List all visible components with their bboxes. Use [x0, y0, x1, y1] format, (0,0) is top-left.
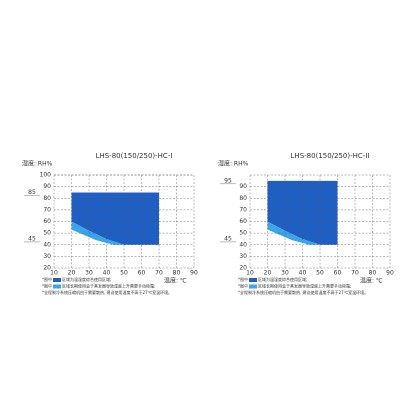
y-tick-label: 80: [43, 195, 51, 202]
y-tick-label: 30: [239, 253, 247, 260]
x-tick-label: 80: [369, 270, 377, 277]
note-swatch: [53, 284, 61, 289]
note-swatch: [53, 278, 61, 282]
note-text: *全程制冷系统压缩机由于需要散热, 建议使用温度不高于27℃室温环境。: [238, 289, 368, 295]
region: [71, 192, 159, 245]
x-tick-label: 20: [68, 270, 76, 277]
note-swatch: [249, 284, 257, 289]
x-tick-label: 90: [190, 270, 198, 277]
y-tick-label: 90: [239, 183, 247, 190]
x-tick-label: 30: [281, 270, 289, 277]
y-tick-label: 40: [239, 241, 247, 248]
x-tick-label: 90: [386, 270, 394, 277]
note-prefix: *图中: [42, 276, 52, 282]
note-prefix: *图中: [238, 276, 248, 282]
x-tick-label: 40: [103, 270, 111, 277]
x-tick-label: 10: [246, 270, 254, 277]
x-tick-label: 60: [334, 270, 342, 277]
x-axis-label: 温度: ℃: [164, 277, 187, 285]
y-tick-label: 50: [43, 230, 51, 237]
y-tick-label: 20: [43, 265, 51, 272]
y-tick-label: 70: [43, 206, 51, 213]
x-tick-label: 20: [264, 270, 272, 277]
chart-title: LHS-80(150/250)-HC-II: [291, 152, 370, 160]
y-tick-label: 50: [239, 230, 247, 237]
note-prefix: *图中: [42, 283, 52, 289]
extra-y-tick-label: 85: [28, 189, 36, 196]
note-text: 区域为温湿度综合使用区域;: [62, 276, 111, 282]
y-tick-label: 30: [43, 253, 51, 260]
note-text: *全程制冷系统压缩机由于需要散热, 建议使用温度不高于27℃室温环境。: [42, 289, 172, 295]
x-tick-label: 10: [50, 270, 58, 277]
note-text: 区域为温湿度综合使用区域;: [258, 276, 307, 282]
y-tick-label: 90: [43, 183, 51, 190]
note-text: 区域长期使用会于蒸发器导致湿度上升需要手动除霜;: [62, 283, 155, 289]
x-axis-label: 温度: ℃: [360, 277, 383, 285]
x-tick-label: 70: [351, 270, 359, 277]
x-tick-label: 30: [85, 270, 93, 277]
chart-title: LHS-80(150/250)-HC-I: [96, 152, 173, 160]
x-tick-label: 50: [316, 270, 324, 277]
x-tick-label: 50: [120, 270, 128, 277]
y-tick-label: 80: [239, 195, 247, 202]
note-swatch: [249, 278, 257, 282]
x-tick-label: 60: [138, 270, 146, 277]
note-prefix: *图中: [238, 283, 248, 289]
y-tick-label: 60: [43, 218, 51, 225]
extra-y-tick-label: 95: [224, 177, 232, 184]
extra-y-tick-label: 45: [28, 235, 36, 242]
x-tick-label: 70: [155, 270, 163, 277]
x-tick-label: 40: [299, 270, 307, 277]
y-axis-label: 湿度: RH%: [22, 160, 53, 168]
y-axis-label: 湿度: RH%: [218, 160, 249, 168]
y-tick-label: 70: [239, 206, 247, 213]
y-tick-label: 60: [239, 218, 247, 225]
y-tick-label: 20: [239, 265, 247, 272]
y-tick-label: 100: [40, 172, 52, 179]
y-tick-label: 40: [43, 241, 51, 248]
note-text: 区域长期使用会于蒸发器导致湿度上升需要手动除霜;: [258, 283, 351, 289]
extra-y-tick-label: 45: [224, 235, 232, 242]
x-tick-label: 80: [173, 270, 181, 277]
